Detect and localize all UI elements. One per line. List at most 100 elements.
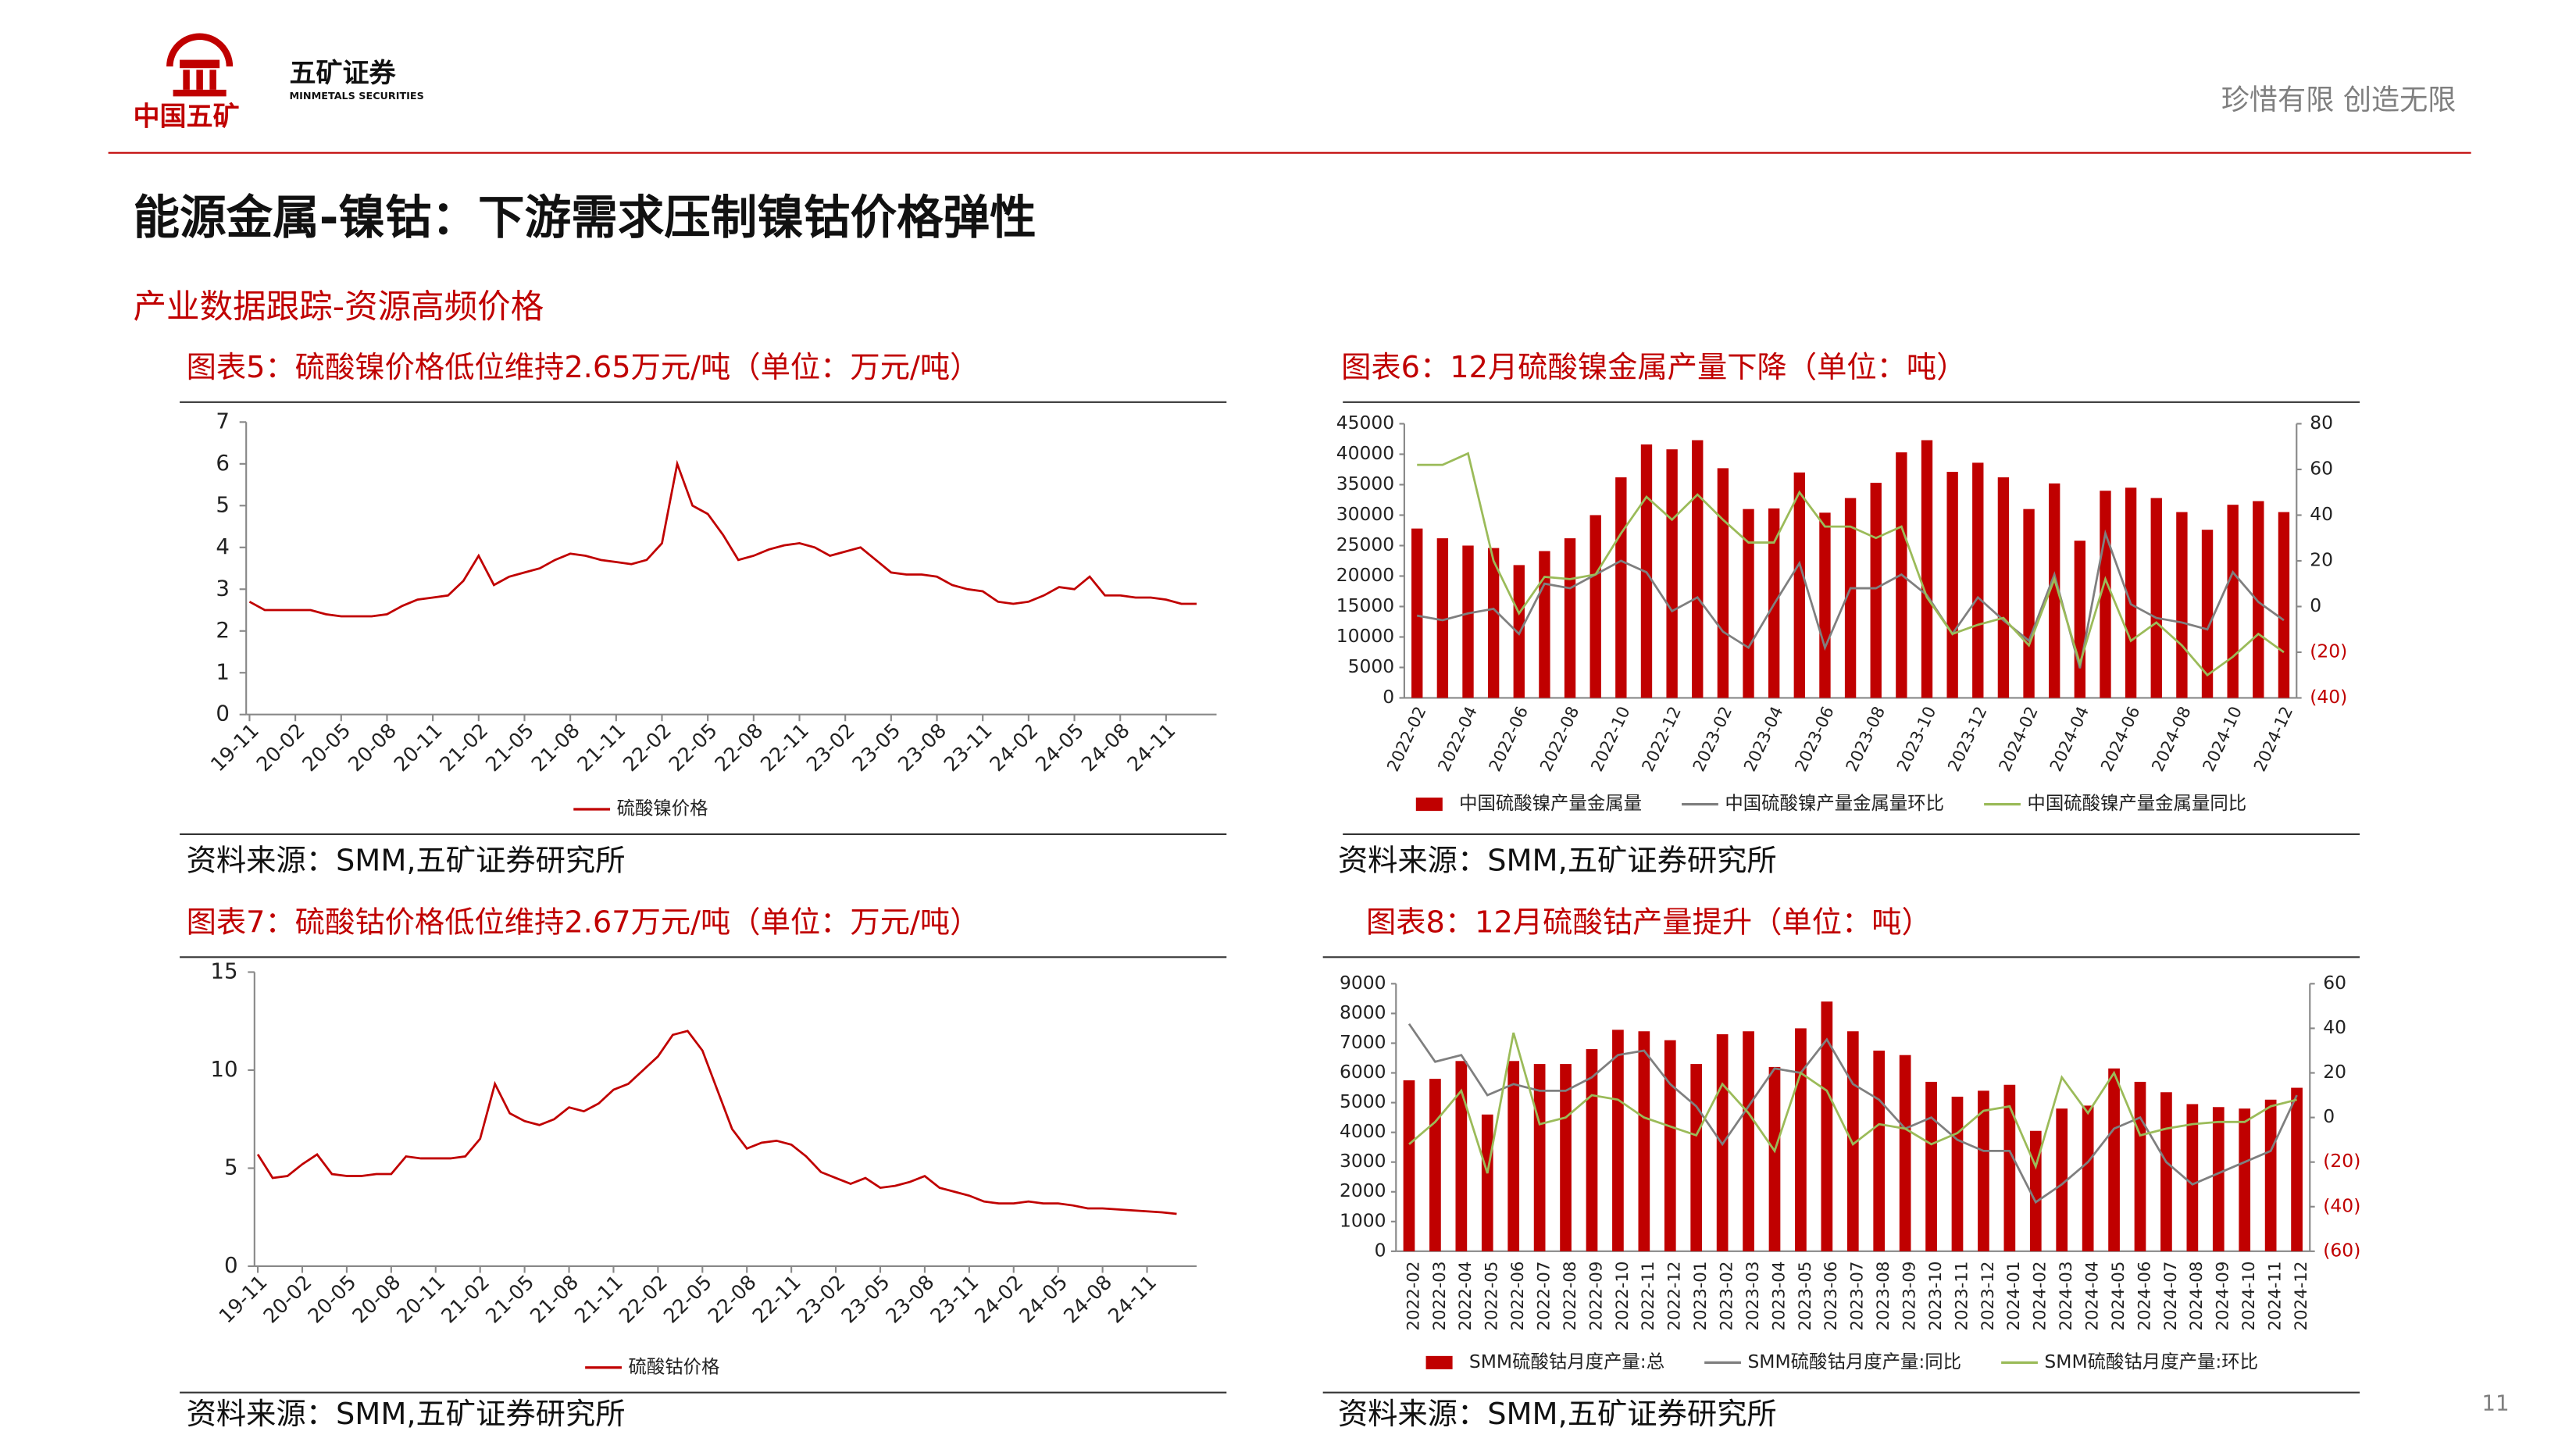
bar <box>1560 1064 1572 1251</box>
x-tick-label: 2023-07 <box>1848 1262 1868 1331</box>
y-tick-label: 15 <box>210 958 237 983</box>
y-tick-label: 5 <box>224 1154 238 1180</box>
bar <box>1844 498 1857 698</box>
bar <box>2150 498 2162 698</box>
x-tick-label: 2022-08 <box>1561 1262 1580 1331</box>
bar <box>1403 1080 1415 1251</box>
legend-label: SMM硫酸钴月度产量:总 <box>1469 1351 1664 1372</box>
bar <box>1795 1028 1807 1251</box>
x-tick-label: 2022-03 <box>1430 1262 1450 1331</box>
bar <box>1462 545 1474 698</box>
x-tick-label: 2023-09 <box>1900 1262 1920 1331</box>
slogan: 珍惜有限 创造无限 <box>2221 83 2456 116</box>
y-tick-label: 3000 <box>1340 1150 1386 1172</box>
data-line <box>256 1030 1177 1215</box>
y-tick-label: 0 <box>224 1252 238 1278</box>
y2-tick-label: 40 <box>2323 1016 2346 1038</box>
x-tick-label: 2024-08 <box>2187 1262 2207 1331</box>
y2-tick-label: 20 <box>2323 1061 2346 1083</box>
bar <box>1768 1066 1781 1251</box>
y-tick-label: 5000 <box>1340 1090 1386 1112</box>
legend-swatch <box>1415 798 1443 812</box>
bar <box>1899 1055 1911 1251</box>
bar <box>1997 477 2010 698</box>
group-name: 中国五矿 <box>134 102 240 133</box>
x-tick-label: 2022-02 <box>1404 1262 1423 1331</box>
bar <box>1692 440 1704 698</box>
bar <box>1615 477 1627 698</box>
bar <box>1487 548 1500 698</box>
bar <box>1564 538 1576 698</box>
bar <box>2125 487 2137 698</box>
y-tick-label: 2000 <box>1340 1180 1386 1201</box>
x-tick-label: 2022-05 <box>1482 1262 1502 1331</box>
x-tick-label: 2022-04 <box>1456 1262 1475 1331</box>
bar <box>1870 483 1882 698</box>
x-tick-label: 2024-12 <box>2292 1262 2311 1331</box>
y-tick-label: 4 <box>216 534 230 559</box>
bar <box>2291 1087 2303 1251</box>
y-tick-label: 10 <box>210 1056 237 1082</box>
x-tick-label: 2024-07 <box>2161 1262 2181 1331</box>
bar <box>2227 505 2239 698</box>
x-tick-label: 2023-12 <box>1978 1262 1998 1331</box>
y-tick-label: 7000 <box>1340 1031 1386 1053</box>
bar <box>1666 449 1678 698</box>
legend-label: 硫酸钴价格 <box>628 1355 719 1377</box>
bar <box>2082 1105 2094 1251</box>
x-tick-label: 2024-04 <box>2083 1262 2103 1331</box>
y2-tick-label: 80 <box>2310 412 2333 434</box>
legend-label: SMM硫酸钴月度产量:同比 <box>1747 1351 1961 1372</box>
y-tick-label: 45000 <box>1336 412 1394 434</box>
legend-label: 中国硫酸镍产量金属量 <box>1459 792 1642 814</box>
y-tick-label: 5000 <box>1348 655 1395 677</box>
bar <box>2023 509 2035 698</box>
y-tick-label: 4000 <box>1340 1120 1386 1142</box>
chart-source: 资料来源：SMM,五矿证券研究所 <box>187 844 626 879</box>
bar <box>1821 1001 1833 1251</box>
y-tick-label: 20000 <box>1336 564 1394 586</box>
y-tick-label: 40000 <box>1336 442 1394 464</box>
bar <box>2264 1099 2277 1251</box>
y-tick-label: 10000 <box>1336 625 1394 647</box>
bar <box>2134 1081 2146 1251</box>
y-tick-label: 1000 <box>1340 1209 1386 1231</box>
bar <box>2186 1104 2199 1251</box>
bar <box>1586 1049 1598 1251</box>
x-tick-label: 2022-09 <box>1586 1262 1606 1331</box>
bar <box>1951 1096 1964 1251</box>
bar <box>1925 1081 1937 1251</box>
bar <box>1946 472 1958 698</box>
x-tick-label: 2024-10 <box>2239 1262 2259 1331</box>
y2-tick-label: (40) <box>2310 686 2347 708</box>
y-tick-label: 0 <box>1375 1239 1386 1261</box>
y-tick-label: 5 <box>216 491 230 517</box>
bar <box>1455 1061 1468 1251</box>
chart-source: 资料来源：SMM,五矿证券研究所 <box>1338 1397 1777 1432</box>
x-tick-label: 2024-05 <box>2109 1262 2128 1331</box>
legend-swatch <box>1425 1355 1453 1369</box>
bar <box>1429 1079 1441 1251</box>
x-tick-label: 2023-08 <box>1874 1262 1893 1331</box>
legend-label: 硫酸镍价格 <box>617 797 708 819</box>
y-tick-label: 2 <box>216 617 230 643</box>
bar <box>2003 1084 2016 1251</box>
y2-tick-label: 0 <box>2323 1105 2335 1127</box>
data-line <box>248 459 1197 618</box>
x-tick-label: 2024-06 <box>2135 1262 2154 1331</box>
x-tick-label: 2023-01 <box>1691 1262 1711 1331</box>
brand-english: MINMETALS SECURITIES <box>289 91 423 102</box>
bar <box>1507 1061 1520 1251</box>
y-tick-label: 0 <box>216 701 230 726</box>
bar <box>1481 1114 1493 1251</box>
data-line <box>1408 1032 2297 1174</box>
bar <box>2239 1108 2251 1251</box>
bar <box>1589 515 1601 698</box>
bar <box>1436 538 1449 698</box>
x-tick-label: 2022-06 <box>1508 1262 1528 1331</box>
bar <box>1539 551 1550 698</box>
bar <box>2212 1107 2225 1251</box>
x-tick-label: 2024-01 <box>2004 1262 2024 1331</box>
